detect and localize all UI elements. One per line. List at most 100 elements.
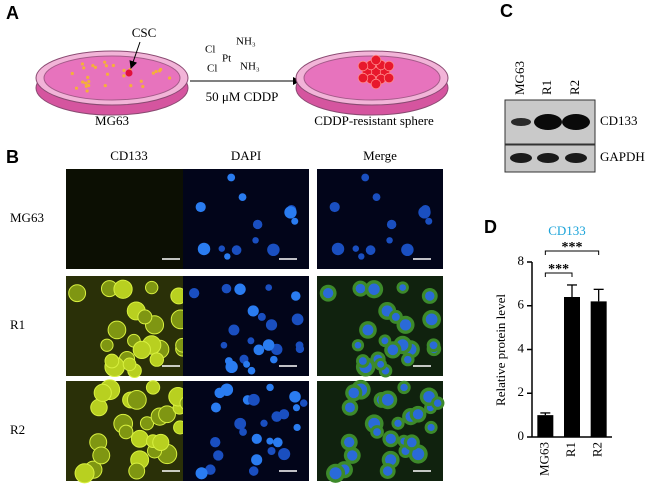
sphere xyxy=(357,54,395,90)
blot-label: CD133 xyxy=(600,113,638,128)
nucleus xyxy=(412,409,424,420)
nucleus xyxy=(253,344,265,356)
cell xyxy=(158,405,176,424)
nucleus xyxy=(368,283,380,295)
cell xyxy=(103,83,107,88)
nucleus xyxy=(291,217,299,225)
cell xyxy=(70,71,74,76)
x-tick-label: R2 xyxy=(590,442,605,457)
y-tick-label: 0 xyxy=(518,428,525,443)
cells xyxy=(195,383,308,480)
cell xyxy=(104,353,120,369)
cell xyxy=(93,383,112,402)
cells xyxy=(195,173,299,260)
nucleus xyxy=(361,173,370,182)
nucleus xyxy=(352,245,360,252)
cells xyxy=(70,60,172,93)
cell xyxy=(141,84,145,89)
nucleus xyxy=(382,466,393,476)
nucleus xyxy=(213,450,224,461)
nucleus xyxy=(228,324,240,336)
nucleus xyxy=(344,402,355,413)
sphere-cell xyxy=(383,60,395,72)
nucleus xyxy=(291,291,301,301)
nucleus xyxy=(329,201,340,213)
cell xyxy=(167,76,172,80)
nucleus xyxy=(227,173,236,182)
cell xyxy=(128,462,146,480)
nucleus xyxy=(188,287,200,299)
nucleus xyxy=(362,324,374,336)
sphere-cell xyxy=(357,72,369,84)
csc-label: CSC xyxy=(132,25,157,40)
cell xyxy=(90,398,108,417)
cell-line: MG63 xyxy=(95,113,129,128)
nucleus xyxy=(399,319,412,331)
nucleus xyxy=(381,337,389,345)
cell xyxy=(68,284,87,303)
lane-label: R2 xyxy=(567,80,582,95)
bar xyxy=(590,301,607,437)
nucleus xyxy=(210,402,221,413)
cell xyxy=(122,357,137,372)
cell xyxy=(122,74,126,78)
nucleus xyxy=(284,206,297,219)
arrow xyxy=(129,41,141,69)
nucleus xyxy=(197,242,211,256)
nucleus xyxy=(433,399,442,407)
nucleus xyxy=(214,387,226,399)
column-label: Merge xyxy=(363,148,397,163)
nucleus xyxy=(358,253,365,260)
nucleus xyxy=(195,467,208,480)
y-axis-label: Relative protein level xyxy=(493,294,508,406)
nucleus xyxy=(293,423,301,432)
nucleus xyxy=(262,339,275,351)
cell xyxy=(103,60,107,64)
nucleus xyxy=(266,437,274,445)
nucleus xyxy=(358,357,367,365)
nucleus xyxy=(372,193,381,202)
bar xyxy=(564,297,580,437)
nucleus xyxy=(354,341,362,349)
nucleus xyxy=(234,417,247,430)
nucleus xyxy=(252,237,259,244)
nucleus xyxy=(394,419,402,427)
y-tick-label: 2 xyxy=(518,384,525,399)
significance-bracket xyxy=(544,272,573,277)
nucleus xyxy=(272,437,283,448)
nucleus xyxy=(220,341,228,349)
column-label: DAPI xyxy=(231,148,261,163)
nucleus xyxy=(278,409,290,420)
csc-cell xyxy=(125,69,133,77)
western-blot xyxy=(504,99,596,173)
cell xyxy=(149,352,165,367)
significance-label: *** xyxy=(548,262,569,277)
cell xyxy=(84,84,88,88)
row-label: R1 xyxy=(10,317,25,332)
cell xyxy=(129,83,133,88)
cell xyxy=(85,89,89,93)
cell xyxy=(105,72,110,76)
nucleus xyxy=(387,344,399,356)
nucleus xyxy=(251,454,263,466)
cell xyxy=(92,446,111,465)
nucleus xyxy=(218,245,226,252)
nucleus xyxy=(344,437,355,448)
nucleus xyxy=(278,447,291,461)
nucleus xyxy=(427,423,435,432)
treatment: 50 μM CDDP xyxy=(206,89,279,104)
nucleus xyxy=(260,419,268,427)
nucleus xyxy=(205,464,216,475)
nucleus xyxy=(322,287,334,299)
significance-bracket xyxy=(544,250,600,255)
nucleus xyxy=(399,284,407,291)
formula: Cl xyxy=(205,44,215,56)
lane-label: R1 xyxy=(539,80,554,95)
x-tick-label: R1 xyxy=(563,442,578,457)
cell xyxy=(82,66,86,70)
cell xyxy=(126,389,147,410)
formula: NH₃ xyxy=(236,36,256,48)
cell xyxy=(80,62,85,66)
y-tick-label: 8 xyxy=(518,253,525,268)
significance-label: *** xyxy=(562,240,583,255)
